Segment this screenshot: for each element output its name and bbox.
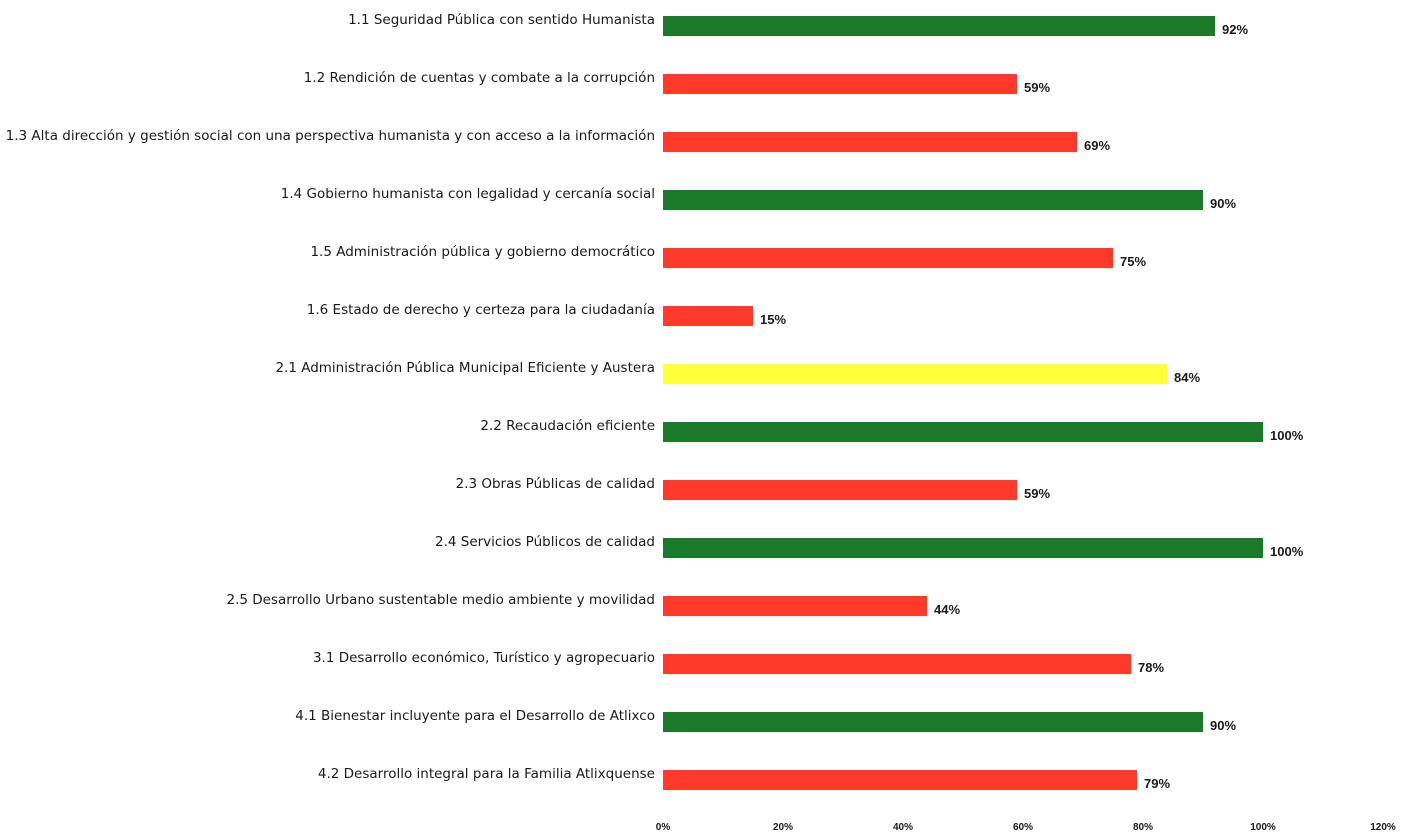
bar-row: 1.4 Gobierno humanista con legalidad y c…: [281, 186, 1237, 211]
category-label: 1.1 Seguridad Pública con sentido Humani…: [348, 12, 655, 28]
value-label: 100%: [1270, 544, 1304, 559]
bar: [663, 190, 1203, 210]
category-label: 1.2 Rendición de cuentas y combate a la …: [304, 70, 655, 86]
bar: [663, 422, 1263, 442]
bar: [663, 538, 1263, 558]
bar: [663, 306, 753, 326]
x-tick-label: 60%: [1013, 822, 1033, 833]
value-label: 79%: [1144, 776, 1170, 791]
category-label: 4.2 Desarrollo integral para la Familia …: [318, 766, 655, 782]
category-label: 2.3 Obras Públicas de calidad: [456, 476, 655, 492]
category-label: 4.1 Bienestar incluyente para el Desarro…: [295, 708, 655, 724]
bar-row: 4.2 Desarrollo integral para la Familia …: [318, 766, 1171, 791]
value-label: 59%: [1024, 486, 1050, 501]
bar-row: 1.5 Administración pública y gobierno de…: [310, 244, 1146, 269]
category-label: 1.6 Estado de derecho y certeza para la …: [307, 302, 655, 318]
x-tick-label: 80%: [1133, 822, 1153, 833]
bar-row: 2.1 Administración Pública Municipal Efi…: [275, 360, 1200, 385]
value-label: 90%: [1210, 196, 1236, 211]
x-tick-label: 0%: [656, 822, 671, 833]
bar: [663, 16, 1215, 36]
category-label: 3.1 Desarrollo económico, Turístico y ag…: [313, 650, 655, 666]
bar-row: 4.1 Bienestar incluyente para el Desarro…: [295, 708, 1236, 733]
category-label: 2.4 Servicios Públicos de calidad: [435, 534, 655, 550]
value-label: 78%: [1138, 660, 1164, 675]
bars-layer: 1.1 Seguridad Pública con sentido Humani…: [6, 12, 1304, 791]
x-axis-ticks: 0% 20% 40% 60% 80% 100% 120%: [656, 822, 1396, 833]
bar: [663, 364, 1167, 384]
bar-row: 2.4 Servicios Públicos de calidad 100%: [435, 534, 1304, 559]
x-tick-label: 120%: [1370, 822, 1396, 833]
category-label: 1.5 Administración pública y gobierno de…: [310, 244, 655, 260]
value-label: 92%: [1222, 22, 1248, 37]
bar: [663, 480, 1017, 500]
category-label: 2.5 Desarrollo Urbano sustentable medio …: [227, 592, 655, 608]
bar: [663, 596, 927, 616]
x-tick-label: 40%: [893, 822, 913, 833]
category-label: 1.3 Alta dirección y gestión social con …: [6, 128, 655, 144]
bar-row: 1.2 Rendición de cuentas y combate a la …: [304, 70, 1051, 95]
value-label: 90%: [1210, 718, 1236, 733]
bar: [663, 74, 1017, 94]
bar-row: 1.6 Estado de derecho y certeza para la …: [307, 302, 787, 327]
value-label: 69%: [1084, 138, 1110, 153]
bar-row: 1.3 Alta dirección y gestión social con …: [6, 128, 1111, 153]
x-tick-label: 20%: [773, 822, 793, 833]
bar: [663, 770, 1137, 790]
value-label: 15%: [760, 312, 786, 327]
value-label: 44%: [934, 602, 960, 617]
category-label: 2.2 Recaudación eficiente: [480, 418, 655, 434]
category-label: 2.1 Administración Pública Municipal Efi…: [275, 360, 655, 376]
bar-row: 2.3 Obras Públicas de calidad 59%: [456, 476, 1051, 501]
category-label: 1.4 Gobierno humanista con legalidad y c…: [281, 186, 655, 202]
bar-row: 3.1 Desarrollo económico, Turístico y ag…: [313, 650, 1165, 675]
bar: [663, 248, 1113, 268]
bar: [663, 132, 1077, 152]
x-tick-label: 100%: [1250, 822, 1276, 833]
value-label: 59%: [1024, 80, 1050, 95]
bar: [663, 712, 1203, 732]
bar-row: 1.1 Seguridad Pública con sentido Humani…: [348, 12, 1248, 37]
bar-row: 2.5 Desarrollo Urbano sustentable medio …: [227, 592, 961, 617]
value-label: 75%: [1120, 254, 1146, 269]
bar: [663, 654, 1131, 674]
value-label: 84%: [1174, 370, 1200, 385]
value-label: 100%: [1270, 428, 1304, 443]
bar-row: 2.2 Recaudación eficiente 100%: [480, 418, 1303, 443]
